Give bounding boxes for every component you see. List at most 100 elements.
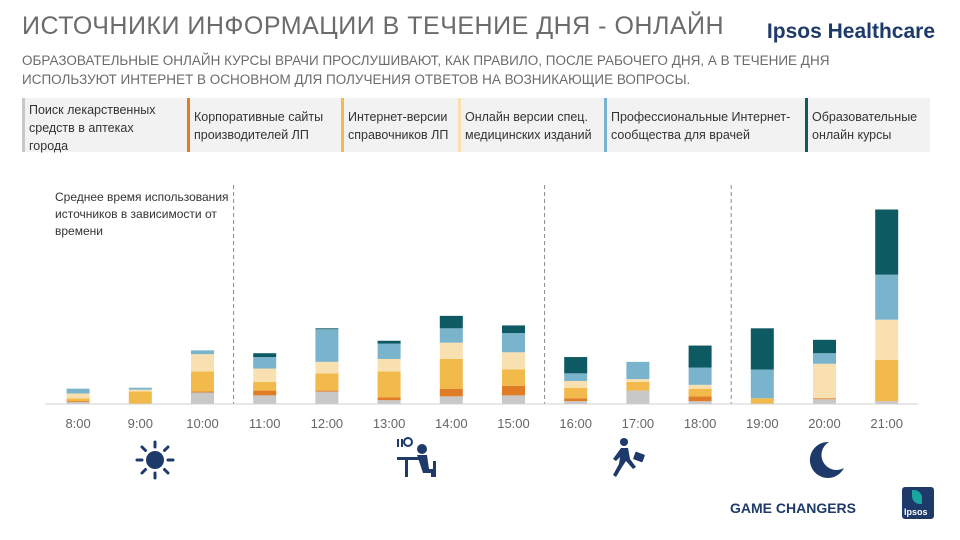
bar-segment: [688, 396, 712, 402]
walking-icon: [610, 437, 650, 484]
bar-segment: [253, 395, 277, 404]
bar-segment: [875, 274, 899, 320]
bar-segment: [875, 209, 899, 275]
bar-segment: [875, 319, 899, 360]
game-changers-tagline: GAME CHANGERS: [730, 500, 857, 516]
x-tick-label: 13:00: [373, 416, 406, 431]
bar-segment: [377, 371, 401, 398]
bar-segment: [315, 373, 339, 391]
bar-segment: [191, 391, 214, 393]
legend-item-corporate-sites: Корпоративные сайты производителей ЛП: [187, 98, 337, 152]
bar-segment: [377, 343, 401, 359]
bar-segment: [688, 367, 712, 385]
moon-icon: [803, 438, 847, 487]
x-tick-label: 16:00: [559, 416, 592, 431]
legend-item-pharmacy-search: Поиск лекарственных средств в аптеках го…: [22, 98, 172, 153]
bar-segment: [502, 352, 525, 370]
bar-segment: [502, 325, 525, 334]
bar-segment: [502, 385, 525, 396]
x-tick-label: 20:00: [808, 416, 841, 431]
bar-segment: [128, 389, 152, 392]
x-tick-label: 11:00: [249, 416, 281, 431]
bar-segment: [875, 359, 899, 402]
bar-segment: [66, 388, 90, 394]
bar-segment: [688, 401, 712, 404]
bar-segment: [439, 328, 463, 343]
bar-segment: [253, 368, 277, 382]
bar-segment: [750, 398, 774, 404]
bar-segment: [377, 358, 401, 372]
bar-segment: [377, 340, 401, 344]
bar-segment: [750, 369, 774, 399]
bar-segment: [66, 393, 90, 399]
bar-segment: [253, 381, 277, 391]
bar-segment: [564, 387, 588, 399]
x-tick-label: 18:00: [684, 416, 717, 431]
bar-segment: [439, 396, 463, 404]
legend-label: Образовательные онлайн курсы: [812, 110, 918, 142]
bar-segment: [315, 328, 339, 330]
x-tick-label: 19:00: [746, 416, 779, 431]
brand-logo: Ipsos Healthcare: [766, 20, 935, 43]
x-tick-label: 9:00: [128, 416, 153, 431]
legend-swatch: [604, 98, 607, 152]
ipsos-leaf-shape: [912, 490, 922, 504]
bar-segment: [128, 391, 152, 404]
bar-segment: [502, 395, 525, 404]
bar-segment: [564, 381, 588, 388]
bar-segment: [191, 371, 214, 392]
bar-segment: [502, 369, 525, 386]
bar-segment: [813, 399, 836, 404]
bar-segment: [253, 357, 277, 369]
sun-icon: [135, 440, 175, 485]
bar-segment: [315, 361, 339, 374]
bar-segment: [813, 363, 836, 399]
bar-segment: [626, 390, 650, 404]
bar-segment: [66, 401, 90, 403]
page-subtitle: ОБРАЗОВАТЕЛЬНЫЕ ОНЛАЙН КУРСЫ ВРАЧИ ПРОСЛ…: [22, 53, 830, 87]
bar-segment: [377, 397, 401, 401]
bar-segment: [315, 390, 339, 392]
bar-segment: [688, 384, 712, 389]
bar-segment: [439, 315, 463, 329]
bar-segment: [626, 361, 650, 380]
x-tick-label: 15:00: [497, 416, 530, 431]
bar-segment: [315, 329, 339, 362]
bar-segment: [128, 387, 152, 390]
bar-segment: [253, 353, 277, 358]
x-tick-label: 17:00: [622, 416, 655, 431]
ipsos-logo: Ipsos: [902, 487, 934, 519]
bar-segment: [688, 388, 712, 397]
bar-segment: [66, 402, 90, 404]
legend-swatch: [458, 98, 461, 152]
bar-segment: [813, 353, 836, 364]
bar-segment: [564, 373, 588, 382]
chart-legend: Поиск лекарственных средств в аптеках го…: [22, 98, 930, 153]
bar-segment: [813, 339, 836, 354]
bar-segment: [502, 333, 525, 353]
bar-segment: [813, 398, 836, 400]
legend-item-medical-journals: Онлайн версии спец. медицинских изданий: [458, 98, 608, 152]
bar-segment: [377, 400, 401, 404]
bar-segment: [626, 381, 650, 391]
x-tick-label: 12:00: [311, 416, 344, 431]
bar-segment: [66, 398, 90, 402]
bar-segment: [750, 328, 774, 370]
bar-segment: [191, 354, 214, 372]
bar-segment: [564, 401, 588, 404]
x-tick-label: 14:00: [435, 416, 468, 431]
legend-item-drug-references: Интернет-версии справочников ЛП: [341, 98, 459, 152]
legend-swatch: [187, 98, 190, 152]
bar-segment: [875, 401, 899, 404]
bar-segment: [439, 388, 463, 397]
bar-segment: [626, 379, 650, 382]
page-title: ИСТОЧНИКИ ИНФОРМАЦИИ В ТЕЧЕНИЕ ДНЯ - ОНЛ…: [22, 12, 725, 40]
bar-segment: [564, 357, 588, 374]
chart-annotation: Среднее время использования источников в…: [55, 190, 229, 238]
legend-label: Профессиональные Интернет-сообщества для…: [611, 110, 791, 142]
x-tick-label: 21:00: [870, 416, 903, 431]
legend-item-professional-communities: Профессиональные Интернет-сообщества для…: [604, 98, 804, 152]
bar-segment: [439, 342, 463, 359]
legend-label: Интернет-версии справочников ЛП: [348, 110, 449, 142]
